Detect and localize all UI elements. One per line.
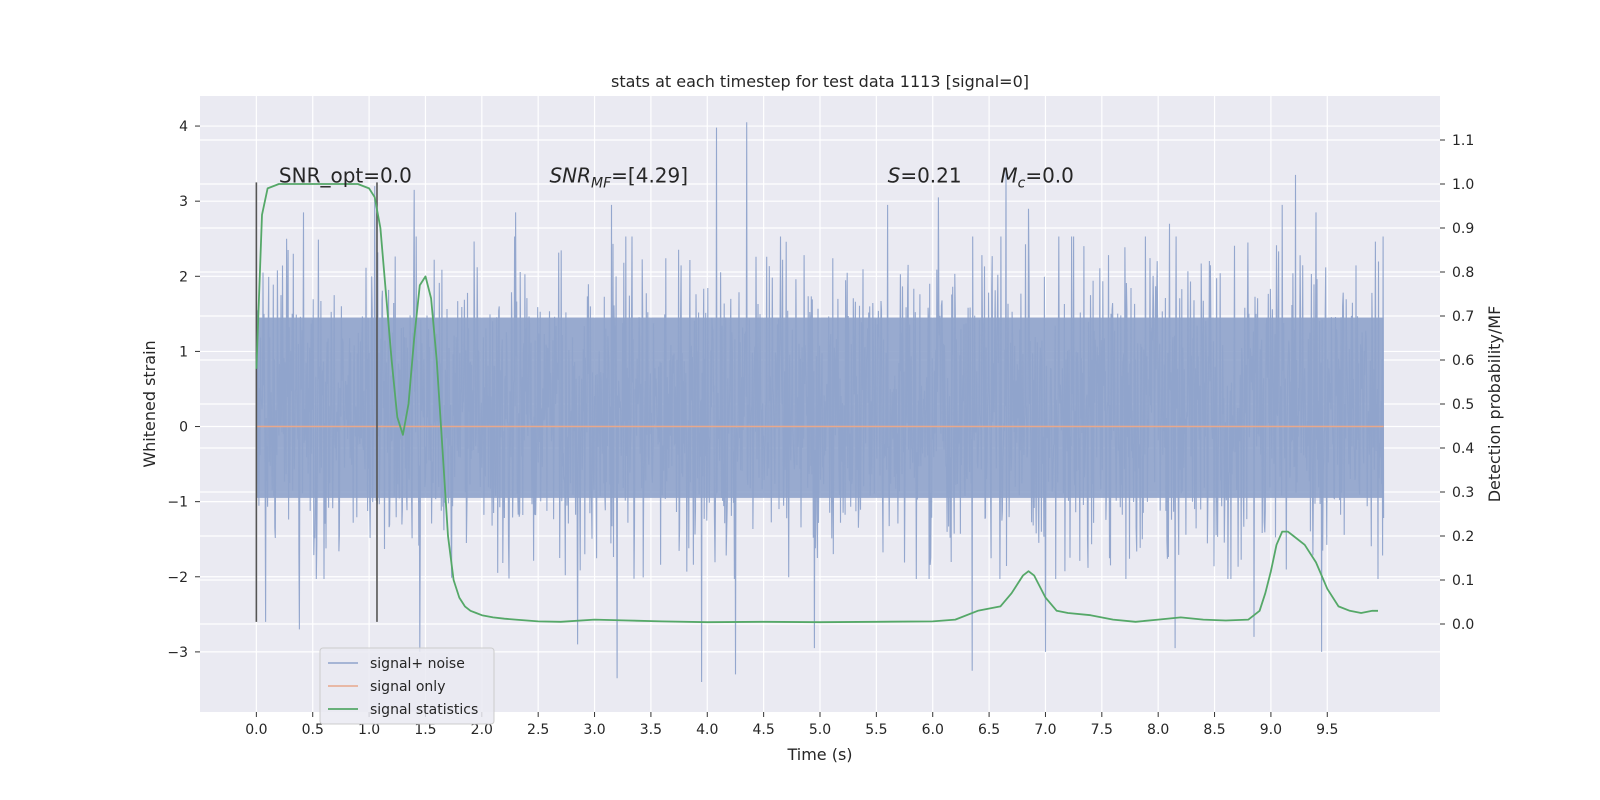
y2-tick-label: 1.1	[1452, 133, 1474, 149]
x-tick-label: 0.0	[245, 722, 267, 738]
y-tick-label: 4	[179, 119, 188, 135]
annotation-0: SNR_opt=0.0	[279, 163, 412, 187]
y2-axis-title: Detection probability/MF	[1485, 306, 1504, 503]
y-tick-label: −1	[167, 495, 188, 511]
x-tick-label: 3.5	[640, 722, 662, 738]
annotation-symbol: SNR_opt=0.0	[279, 163, 412, 187]
y2-tick-label: 1.0	[1452, 177, 1474, 193]
legend-label-noise: signal+ noise	[370, 656, 465, 672]
x-tick-label: 4.0	[696, 722, 718, 738]
legend-box	[319, 647, 495, 725]
x-tick-label: 1.0	[358, 722, 380, 738]
y2-tick-label: 0.6	[1452, 353, 1474, 369]
signal-statistics-line	[255, 183, 1378, 624]
y2-tick-label: 0.2	[1452, 529, 1474, 545]
annotation-value: =0.0	[1025, 163, 1074, 187]
x-axis-title: Time (s)	[786, 745, 852, 764]
x-tick-label: 6.0	[922, 722, 944, 738]
annotation-symbol: M	[1000, 163, 1017, 187]
x-tick-label: 9.5	[1316, 722, 1338, 738]
x-tick-label: 6.5	[978, 722, 1000, 738]
y2-tick-label: 0.5	[1452, 397, 1474, 413]
x-tick-label: 9.0	[1260, 722, 1282, 738]
annotation-3: Mc=0.0	[1000, 163, 1074, 191]
y2-tick-label: 0.4	[1452, 441, 1474, 457]
signal-statistics-series	[255, 183, 1378, 624]
annotation-subscript: c	[1018, 175, 1026, 191]
x-tick-label: 5.5	[865, 722, 887, 738]
x-tick-label: 7.5	[1091, 722, 1113, 738]
y-tick-label: −2	[167, 570, 188, 586]
x-tick-label: 5.0	[809, 722, 831, 738]
y2-tick-label: 0.0	[1452, 617, 1474, 633]
legend-label-stat: signal statistics	[370, 702, 478, 718]
x-tick-label: 3.0	[583, 722, 605, 738]
x-tick-label: 0.5	[302, 722, 324, 738]
x-tick-label: 2.0	[471, 722, 493, 738]
noise-trace	[255, 122, 1385, 683]
y2-tick-label: 0.1	[1452, 573, 1474, 589]
annotation-value: =0.21	[900, 163, 961, 187]
x-tick-label: 8.0	[1147, 722, 1169, 738]
annotation-1: SNRMF=[4.29]	[549, 163, 688, 191]
y2-tick-label: 0.8	[1452, 265, 1474, 281]
y2-tick-label: 0.7	[1452, 309, 1474, 325]
x-tick-label: 4.5	[753, 722, 775, 738]
annotation-2: S=0.21	[888, 163, 962, 187]
y-tick-label: 3	[179, 194, 188, 210]
y2-tick-label: 0.9	[1452, 221, 1474, 237]
chart-title: stats at each timestep for test data 111…	[611, 72, 1029, 91]
y-axis-ticks: −3 −2 −1 0 1 2 3 4	[167, 119, 200, 661]
legend-label-signal: signal only	[370, 679, 445, 695]
y-axis-title: Whitened strain	[140, 340, 159, 467]
annotations: SNR_opt=0.0 SNRMF=[4.29] S=0.21 Mc=0.0	[279, 163, 1074, 191]
legend: signal+ noise signal only signal statist…	[319, 647, 495, 725]
x-tick-label: 2.5	[527, 722, 549, 738]
annotation-subscript: MF	[591, 175, 612, 191]
annotation-value: =[4.29]	[611, 163, 688, 187]
y-tick-label: 2	[179, 269, 188, 285]
x-tick-label: 8.5	[1203, 722, 1225, 738]
y-tick-label: 1	[179, 344, 188, 360]
annotation-symbol: S	[888, 163, 901, 187]
annotation-symbol: SNR	[549, 163, 591, 187]
x-tick-label: 1.5	[414, 722, 436, 738]
y-tick-label: −3	[167, 645, 188, 661]
y2-tick-label: 0.3	[1452, 485, 1474, 501]
x-axis-ticks: 0.0 0.5 1.0 1.5 2.0 2.5 3.0 3.5 4.0 4.5 5.0 5.5 6.0 6…	[245, 712, 1338, 738]
vertical-markers	[255, 182, 378, 622]
x-tick-label: 7.0	[1034, 722, 1056, 738]
y-tick-label: 0	[179, 420, 188, 436]
y2-axis-ticks: 0.0 0.1 0.2 0.3 0.4 0.5 0.6 0.7 0.8 0.9 1.0 1.1	[1440, 133, 1474, 633]
